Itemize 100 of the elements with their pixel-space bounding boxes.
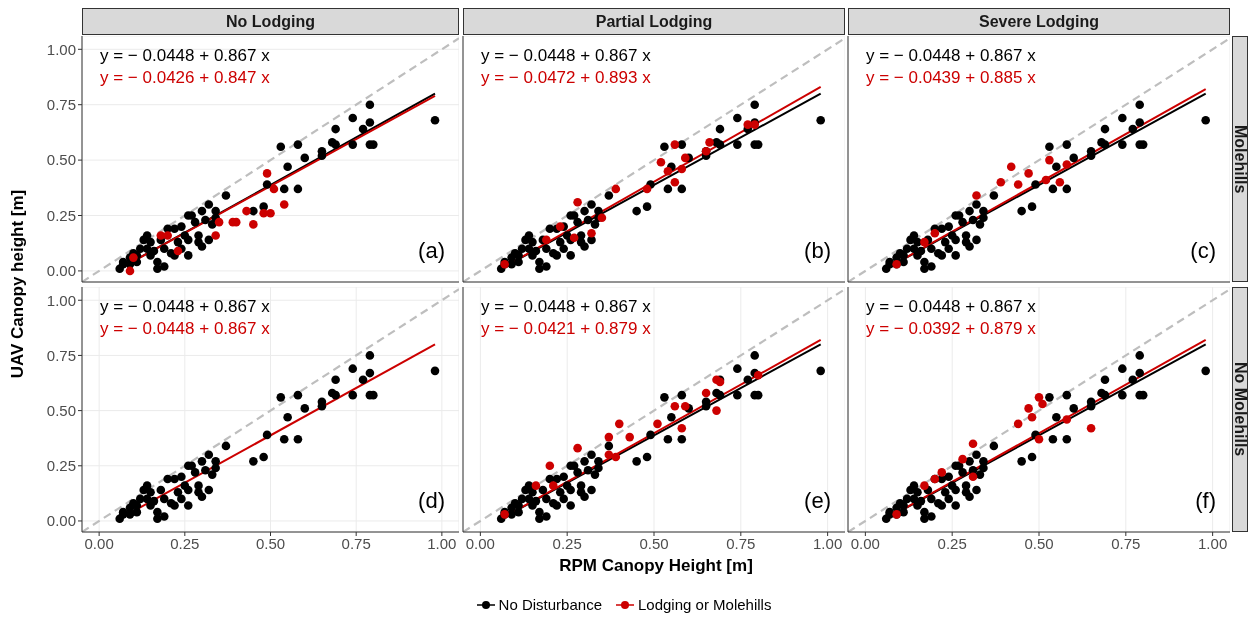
annotation: y = − 0.0448 + 0.867 x: [481, 297, 651, 317]
point: [1024, 169, 1033, 178]
point: [968, 472, 978, 482]
annotation: (d): [417, 488, 445, 514]
y-tick-label: 0.00: [46, 512, 76, 530]
point: [548, 481, 558, 490]
point: [670, 177, 680, 187]
point: [937, 468, 947, 477]
point: [712, 406, 721, 415]
point: [163, 231, 172, 240]
point: [705, 138, 714, 147]
y-tick-label: 0.75: [46, 346, 76, 364]
point: [249, 220, 258, 229]
point: [642, 184, 652, 194]
annotation: y = − 0.0448 + 0.867 x: [866, 297, 1036, 317]
x-tick-label: 0.00: [465, 534, 495, 552]
point: [266, 209, 275, 218]
point: [930, 228, 940, 238]
point: [1055, 177, 1065, 187]
point: [1034, 435, 1044, 444]
point: [545, 461, 555, 471]
point: [743, 120, 753, 129]
point: [670, 140, 680, 149]
point: [573, 443, 582, 453]
point: [656, 158, 666, 167]
x-tick-label: 1.00: [1198, 534, 1228, 552]
point: [597, 213, 607, 223]
point: [214, 217, 224, 227]
point: [996, 177, 1006, 187]
point: [972, 191, 981, 200]
point: [1034, 393, 1044, 402]
y-axis-title: UAV Canopy height [m]: [8, 188, 28, 381]
x-tick-label: 0.25: [552, 534, 582, 552]
point: [663, 166, 673, 176]
y-tick-label: 1.00: [46, 40, 76, 58]
x-tick-label: 0.75: [1111, 534, 1141, 552]
annotation: y = − 0.0448 + 0.867 x: [100, 319, 270, 339]
point: [604, 450, 614, 460]
point: [677, 423, 687, 433]
x-tick-label: 1.00: [427, 534, 457, 552]
chart-title: Partial Lodging: [463, 8, 845, 35]
point: [573, 197, 582, 207]
x-tick-label: 0.75: [726, 534, 756, 552]
x-axis-title: RPM Canopy Height [m]: [558, 556, 754, 576]
x-tick-label: 0.50: [1024, 534, 1054, 552]
point: [920, 237, 929, 247]
point: [753, 370, 763, 380]
annotation: y = − 0.0448 + 0.867 x: [100, 297, 270, 317]
x-tick-label: 0.25: [170, 534, 200, 552]
y-tick-label: 0.50: [46, 401, 76, 419]
chart-title: No Lodging: [82, 8, 459, 35]
point: [653, 419, 662, 429]
point: [680, 401, 690, 411]
chart-title: Severe Lodging: [848, 8, 1230, 35]
x-tick-label: 0.00: [84, 534, 114, 552]
point: [211, 231, 220, 240]
y-tick-label: 1.00: [46, 291, 76, 309]
point: [1013, 180, 1023, 189]
point: [625, 432, 634, 442]
x-tick-label: 0.00: [850, 534, 880, 552]
point: [1013, 419, 1023, 429]
point: [262, 169, 272, 178]
point: [1045, 155, 1054, 165]
y-tick-label: 0.25: [46, 206, 76, 224]
point: [611, 452, 621, 462]
point: [670, 401, 680, 411]
annotation: y = − 0.0448 + 0.867 x: [100, 46, 270, 66]
point: [1038, 399, 1047, 409]
point: [1027, 412, 1037, 422]
point: [1024, 404, 1033, 413]
point: [968, 439, 978, 449]
point: [611, 184, 621, 194]
point: [242, 206, 251, 216]
point: [1086, 423, 1096, 433]
point: [701, 388, 711, 398]
point: [1041, 175, 1051, 185]
annotation: y = − 0.0448 + 0.867 x: [866, 46, 1036, 66]
x-tick-label: 0.50: [255, 534, 286, 552]
point: [129, 253, 138, 262]
point: [542, 235, 551, 245]
point: [680, 153, 690, 163]
annotation: (c): [1189, 238, 1216, 264]
point: [569, 233, 579, 242]
point: [531, 481, 541, 490]
y-tick-label: 0.50: [46, 151, 76, 169]
annotation: (b): [803, 238, 831, 264]
point: [125, 266, 135, 276]
point: [1006, 162, 1016, 172]
x-tick-label: 0.50: [639, 534, 669, 552]
annotation: y = − 0.0426 + 0.847 x: [100, 68, 270, 88]
legend-label: No Disturbance: [498, 596, 602, 613]
point: [587, 228, 596, 238]
point: [614, 419, 624, 429]
annotation: (f): [1194, 488, 1216, 514]
point: [269, 184, 279, 194]
point: [677, 164, 687, 174]
annotation: y = − 0.0421 + 0.879 x: [481, 319, 651, 339]
y-tick-label: 0.25: [46, 457, 76, 475]
point: [958, 454, 967, 464]
annotation: y = − 0.0439 + 0.885 x: [866, 68, 1036, 88]
